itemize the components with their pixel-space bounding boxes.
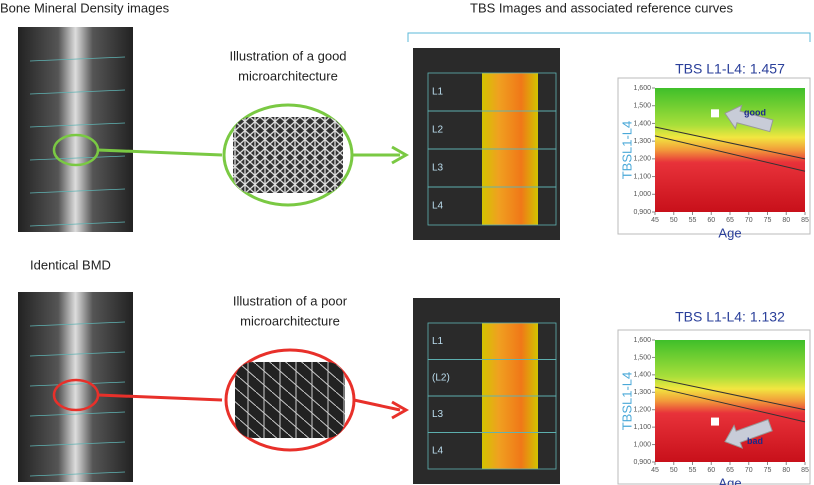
y-label: TBSL1-L4 [619, 121, 634, 180]
roi-line [29, 351, 126, 357]
heading: TBS Images and associated reference curv… [470, 0, 734, 15]
arrow [353, 398, 401, 412]
x-tick-label: 75 [764, 217, 772, 224]
zones [655, 88, 805, 212]
vertebra-label: (L2) [432, 372, 450, 383]
illustration-text: microarchitecture [238, 68, 338, 83]
roi-line [29, 188, 126, 194]
roi-line [29, 471, 126, 477]
roi-line [29, 381, 126, 387]
x-tick-label: 55 [689, 217, 697, 224]
roi-line [29, 441, 126, 447]
illustration-text: microarchitecture [240, 313, 340, 328]
vertebra-label: L4 [432, 445, 444, 456]
micro-texture [233, 117, 343, 193]
vertebra-label: L1 [432, 87, 444, 98]
x-tick-label: 85 [801, 217, 809, 224]
x-tick-label: 50 [670, 217, 678, 224]
annotation: good [744, 108, 766, 118]
arrow-head [391, 145, 410, 165]
x-label: Age [718, 475, 741, 485]
x-tick-label: 65 [726, 217, 734, 224]
bmd-image [18, 292, 133, 482]
x-tick-label: 75 [764, 467, 772, 474]
x-tick-label: 60 [707, 467, 715, 474]
connector [97, 393, 223, 402]
heading: Bone Mineral Density images [0, 0, 170, 15]
y-tick-label: 1,200 [633, 407, 651, 414]
micro-texture [235, 362, 345, 438]
vertebra-label: L3 [432, 163, 444, 174]
y-tick-label: 1,500 [633, 354, 651, 361]
y-tick-label: 1,300 [633, 389, 651, 396]
vertebra-label: L3 [432, 409, 444, 420]
x-label: Age [718, 225, 741, 240]
y-tick-label: 1,000 [633, 191, 651, 198]
patient-point [711, 417, 719, 426]
y-tick-label: 1,500 [633, 103, 651, 110]
heading: Identical BMD [30, 257, 111, 272]
y-tick-label: 1,200 [633, 156, 651, 163]
y-tick-label: 1,300 [633, 138, 651, 145]
roi-line [29, 89, 126, 95]
reference-curve [654, 377, 806, 411]
vertebra-box [427, 432, 557, 470]
y-tick-label: 1,400 [633, 372, 651, 379]
vertebra-box [427, 186, 557, 226]
x-tick-label: 45 [651, 217, 659, 224]
illustration-text: Illustration of a poor [233, 293, 348, 308]
roi-line [29, 122, 126, 128]
y-tick-label: 1,400 [633, 120, 651, 127]
x-tick-label: 55 [689, 467, 697, 474]
vertebra-label: L1 [432, 336, 444, 347]
y-tick-label: 0,900 [633, 459, 651, 466]
x-tick-label: 80 [782, 467, 790, 474]
roi-line [29, 411, 126, 417]
roi-line [29, 321, 126, 327]
reference-curve [654, 135, 806, 172]
bracket [407, 32, 811, 42]
y-label: TBSL1-L4 [619, 372, 634, 431]
reference-curve [654, 126, 806, 160]
x-tick-label: 65 [726, 467, 734, 474]
chart-title: TBS L1-L4: 1.132 [675, 309, 785, 325]
x-tick-label: 70 [745, 217, 753, 224]
roi-line [29, 155, 126, 161]
x-tick-label: 80 [782, 217, 790, 224]
vertebra-label: L4 [432, 201, 444, 212]
x-tick-label: 45 [651, 467, 659, 474]
roi-line [29, 221, 126, 227]
annotation: bad [747, 436, 763, 446]
arrow-head [391, 400, 410, 420]
patient-point [711, 109, 719, 118]
y-tick-label: 1,600 [633, 85, 651, 92]
bmd-image [18, 27, 133, 232]
y-tick-label: 1,100 [633, 424, 651, 431]
reference-curve [654, 386, 806, 423]
illustration-text: Illustration of a good [229, 48, 346, 63]
roi-line [29, 56, 126, 62]
connector [97, 148, 223, 157]
chart-title: TBS L1-L4: 1.457 [675, 61, 785, 77]
annotation-arrow [724, 104, 774, 133]
x-tick-label: 50 [670, 467, 678, 474]
x-tick-label: 70 [745, 467, 753, 474]
x-tick-label: 60 [707, 217, 715, 224]
annotation-arrow [724, 418, 773, 449]
y-tick-label: 0,900 [633, 209, 651, 216]
vertebra-label: L2 [432, 125, 444, 136]
y-tick-label: 1,600 [633, 337, 651, 344]
y-tick-label: 1,100 [633, 173, 651, 180]
y-tick-label: 1,000 [633, 441, 651, 448]
x-tick-label: 85 [801, 467, 809, 474]
